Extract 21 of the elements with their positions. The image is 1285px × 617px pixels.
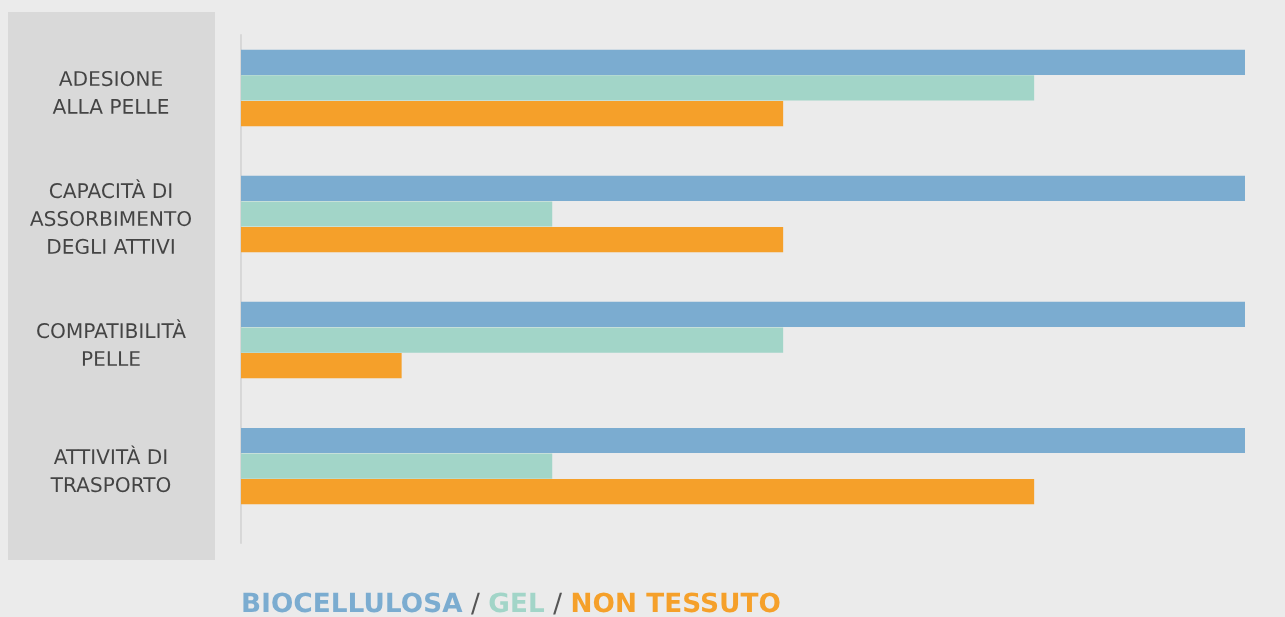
bar xyxy=(241,201,553,227)
bar xyxy=(241,301,1245,328)
y-tick-label: COMPATIBILITÀ PELLE xyxy=(37,319,186,366)
y-tick-label: CAPACITÀ DI ASSORBIMENTO DEGLI ATTIVI xyxy=(30,179,191,255)
text: GEL xyxy=(489,592,545,613)
bar xyxy=(241,327,784,353)
y-tick-label: ATTIVITÀ DI TRASPORTO xyxy=(50,445,171,493)
bar xyxy=(241,100,784,127)
text: / xyxy=(553,592,563,615)
bar xyxy=(241,353,402,379)
bar xyxy=(241,226,784,253)
bar xyxy=(241,427,1245,454)
y-tick-label: ADESIONE ALLA PELLE xyxy=(52,70,169,114)
bar xyxy=(241,75,1035,101)
text: NON TESSUTO xyxy=(572,592,780,613)
bar xyxy=(241,479,1035,505)
bar xyxy=(241,453,553,479)
text: BIOCELLULOSA xyxy=(243,592,463,613)
text: / xyxy=(470,592,480,615)
bar xyxy=(241,175,1245,202)
bar xyxy=(241,49,1245,75)
